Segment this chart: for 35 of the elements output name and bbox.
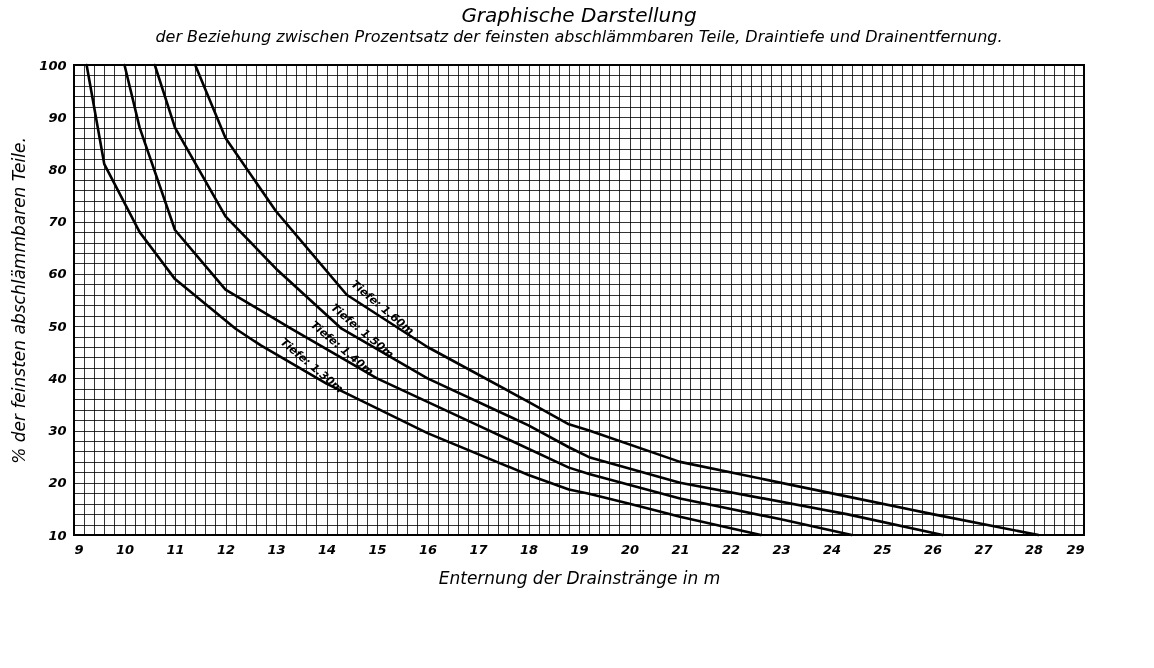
x-tick-label: 27	[974, 541, 994, 557]
y-tick-label: 20	[48, 475, 67, 491]
x-tick-label: 9	[74, 541, 84, 557]
x-tick-label: 29	[1066, 541, 1085, 557]
y-tick-label: 10	[48, 527, 67, 543]
y-tick-label: 90	[48, 109, 67, 125]
x-tick-label: 19	[570, 541, 589, 557]
x-tick-label: 10	[115, 541, 135, 557]
y-tick-label: 100	[39, 57, 67, 73]
x-tick-label: 24	[822, 541, 842, 557]
y-tick-label: 50	[48, 318, 67, 334]
x-tick-label: 15	[368, 541, 387, 557]
x-tick-label: 12	[216, 541, 236, 557]
x-tick-label: 11	[166, 541, 185, 557]
y-tick-label: 80	[48, 161, 67, 177]
x-tick-label: 20	[620, 541, 640, 557]
chart-subtitle: der Beziehung zwischen Prozentsatz der feinsten abschlämmbaren Teile, Draintiefe und Drainentfernung.	[155, 27, 1003, 46]
y-tick-label: 30	[48, 423, 67, 439]
y-tick-label: 60	[48, 266, 67, 282]
x-tick-label: 16	[418, 541, 438, 557]
x-tick-label: 13	[267, 541, 286, 557]
x-tick-label: 26	[923, 541, 943, 557]
x-tick-label: 22	[721, 541, 741, 557]
x-axis-title: Enternung der Drainstränge in m	[438, 567, 721, 588]
x-tick-label: 18	[519, 541, 539, 557]
y-tick-label: 70	[48, 214, 67, 230]
y-axis-title: % der feinsten abschlämmbaren Teile.	[9, 137, 30, 464]
x-tick-label: 25	[873, 541, 892, 557]
chart-title: Graphische Darstellung	[461, 3, 697, 27]
x-tick-label: 14	[317, 541, 337, 557]
x-tick-label: 28	[1024, 541, 1044, 557]
x-tick-label: 21	[671, 541, 690, 557]
x-tick-label: 23	[772, 541, 791, 557]
y-tick-label: 40	[47, 370, 67, 386]
x-tick-label: 17	[469, 541, 489, 557]
